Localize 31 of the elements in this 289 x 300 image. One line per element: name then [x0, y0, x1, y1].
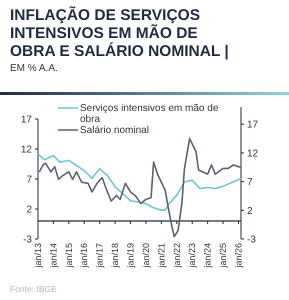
line-series: [38, 138, 242, 238]
line-series: [37, 153, 242, 211]
y-tick-label: 2: [26, 204, 32, 216]
x-tick-label: jan/13: [33, 243, 43, 269]
x-tick-label: jan/24: [202, 243, 213, 269]
x-tick-label: jan/16: [79, 243, 90, 269]
x-tick-label: jan/15: [64, 243, 74, 269]
x-tick-label: jan/23: [187, 243, 198, 269]
y-tick-label: 7: [26, 174, 32, 186]
source-note: Fonte: IBGE: [10, 284, 58, 294]
legend-label: Serviços intensivos em mão de obra: [80, 103, 219, 125]
y-tick-label: 12: [20, 144, 32, 156]
x-tick-label: jan/19: [126, 243, 136, 269]
chart-subtitle: EM % A.A.: [10, 63, 58, 74]
legend-label: Salário nominal: [80, 125, 149, 136]
x-tick-label: jan/14: [48, 243, 58, 269]
x-tick-label: jan/25: [218, 243, 228, 269]
x-tick-label: jan/26: [234, 243, 244, 269]
x-tick-label: jan/21: [156, 243, 166, 269]
y2-tick-label: 7: [247, 177, 253, 188]
x-tick-label: jan/22: [172, 243, 182, 269]
x-tick-label: jan/17: [94, 243, 105, 269]
y2-tick-label: 12: [247, 148, 259, 160]
x-tick-label: jan/18: [110, 243, 120, 269]
chart-title: INFLAÇÃO DE SERVIÇOS INTENSIVOS EM MÃO DE OBRA E SALÁRIO NOMINAL |: [10, 6, 229, 60]
y2-tick-label: 2: [247, 206, 253, 217]
y-tick-label: 17: [20, 114, 32, 126]
y2-tick-label: 17: [247, 120, 259, 131]
y-tick-label: -3: [23, 234, 32, 246]
y2-tick-label: -3: [247, 234, 256, 246]
x-tick-label: jan/20: [140, 243, 151, 269]
